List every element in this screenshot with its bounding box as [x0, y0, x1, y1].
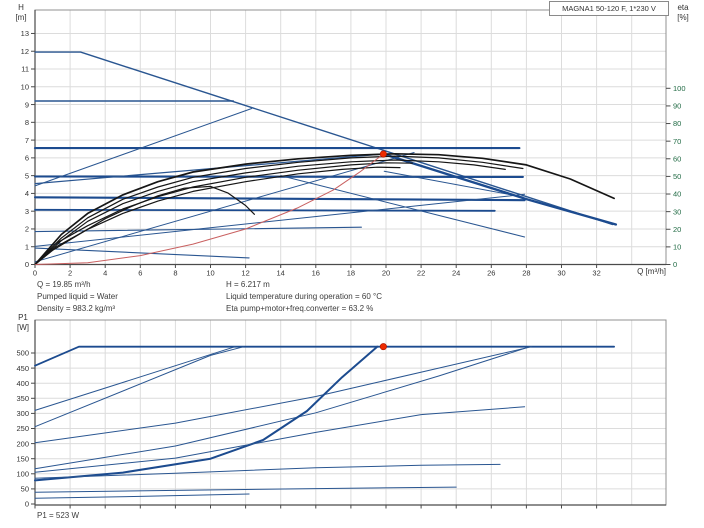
series-p1-max-curve	[34, 345, 615, 367]
operating-data-left: Q = 19.85 m³/h Pumped liquid = Water Den…	[37, 279, 118, 315]
eta-tick-label: 20	[673, 225, 681, 234]
series-prop-pressure-rise-steep	[34, 108, 253, 187]
x-tick-label: 8	[173, 269, 177, 278]
series-p1-line-9	[34, 486, 457, 493]
series-p1-line-5	[34, 346, 531, 470]
eta-tick-label: 60	[673, 154, 681, 163]
y-tick-label: 0	[25, 500, 29, 509]
series-min-speed-curve	[34, 247, 250, 259]
x-tick-label: 10	[206, 269, 214, 278]
eta-tick-label: 100	[673, 84, 686, 93]
y-tick-label: 50	[21, 485, 29, 494]
y-tick-label: 200	[16, 439, 29, 448]
y-tick-label: 500	[16, 349, 29, 358]
eta-axis-title: eta [%]	[677, 3, 689, 22]
flow-value: Q = 19.85 m³/h	[37, 280, 91, 289]
operating-data-right: H = 6.217 m Liquid temperature during op…	[226, 279, 382, 315]
y-tick-label: 7	[25, 136, 29, 145]
x-tick-label: 30	[557, 269, 565, 278]
series-p1-line-4	[34, 346, 533, 444]
series-eta-curve-4	[34, 162, 413, 266]
y-tick-label: 300	[16, 409, 29, 418]
y-tick-label: 8	[25, 118, 29, 127]
head-value: H = 6.217 m	[226, 280, 270, 289]
y-tick-label: 400	[16, 379, 29, 388]
p1-axis-title: P1 [W]	[17, 313, 29, 332]
eta-tick-label: 50	[673, 172, 681, 181]
series-p1-min-curve	[34, 493, 250, 499]
pump-title-box: MAGNA1 50-120 F, 1*230 V	[549, 1, 669, 16]
y-tick-label: 9	[25, 100, 29, 109]
eta-tick-label: 40	[673, 190, 681, 199]
eta-tick-label: 80	[673, 119, 681, 128]
series-p1-line-3	[34, 346, 245, 428]
y-tick-label: 100	[16, 470, 29, 479]
series-eta-curve-max	[34, 152, 615, 266]
y-tick-label: 10	[21, 82, 29, 91]
x-tick-label: 26	[487, 269, 495, 278]
series-eta-curve-min	[34, 185, 255, 266]
eta-tick-label: 10	[673, 243, 681, 252]
series-eta-curve-2	[34, 155, 524, 266]
liquid-temperature: Liquid temperature during operation = 60…	[226, 292, 382, 301]
y-tick-label: 13	[21, 29, 29, 38]
y-tick-label: 1	[25, 242, 29, 251]
pumped-liquid: Pumped liquid = Water	[37, 292, 118, 301]
series-p1-line-7	[34, 406, 526, 473]
series-pump-curve-at-duty-speed	[382, 152, 618, 226]
series-descending-thin-1	[280, 175, 526, 238]
eta-tick-label: 90	[673, 102, 681, 111]
series-p1-line-2	[34, 346, 236, 411]
y-tick-label: 450	[16, 364, 29, 373]
x-tick-label: 18	[347, 269, 355, 278]
x-tick-label: 12	[241, 269, 249, 278]
y-tick-label: 350	[16, 394, 29, 403]
h-axis-title: H [m]	[15, 3, 27, 22]
eta-tick-label: 30	[673, 207, 681, 216]
series-prop-pressure-rise-low	[34, 193, 526, 247]
y-tick-label: 6	[25, 154, 29, 163]
eta-total-value: Eta pump+motor+freq.converter = 63.2 %	[226, 304, 374, 313]
y-tick-label: 11	[21, 65, 29, 74]
series-const-pressure-3.8m	[33, 196, 526, 202]
y-tick-label: 250	[16, 424, 29, 433]
x-tick-label: 2	[68, 269, 72, 278]
duty-point-marker[interactable]	[379, 150, 387, 158]
y-tick-label: 5	[25, 171, 29, 180]
series-prop-pressure-rise-long	[34, 152, 415, 263]
pump-title: MAGNA1 50-120 F, 1*230 V	[562, 4, 656, 13]
p1-value-label: P1 = 523 W	[37, 511, 80, 520]
x-tick-label: 16	[312, 269, 320, 278]
x-tick-label: 20	[382, 269, 390, 278]
y-tick-label: 0	[25, 260, 29, 269]
eta-tick-label: 0	[673, 260, 677, 269]
series-descending-thin-2	[383, 170, 524, 198]
y-tick-label: 3	[25, 207, 29, 216]
x-tick-label: 28	[522, 269, 530, 278]
eta-tick-label: 70	[673, 137, 681, 146]
q-axis-title: Q [m³/h]	[637, 267, 666, 276]
x-tick-label: 22	[417, 269, 425, 278]
x-tick-label: 0	[33, 269, 37, 278]
density-value: Density = 983.2 kg/m³	[37, 304, 116, 313]
y-tick-label: 2	[25, 225, 29, 234]
y-tick-label: 4	[25, 189, 29, 198]
y-tick-label: 150	[16, 454, 29, 463]
series-max-speed-curve	[34, 51, 614, 226]
series-p1-control-power-curve	[34, 345, 379, 482]
series-system-curve	[34, 153, 384, 265]
x-tick-label: 14	[277, 269, 285, 278]
series-p1-line-8	[34, 463, 501, 479]
series-const-pressure-3.1m	[34, 208, 496, 212]
x-tick-label: 4	[103, 269, 107, 278]
x-tick-label: 32	[592, 269, 600, 278]
y-tick-label: 12	[21, 47, 29, 56]
x-tick-label: 6	[138, 269, 142, 278]
x-tick-label: 24	[452, 269, 460, 278]
duty-point-marker[interactable]	[379, 343, 387, 351]
series-eta-curve-3	[34, 159, 506, 266]
